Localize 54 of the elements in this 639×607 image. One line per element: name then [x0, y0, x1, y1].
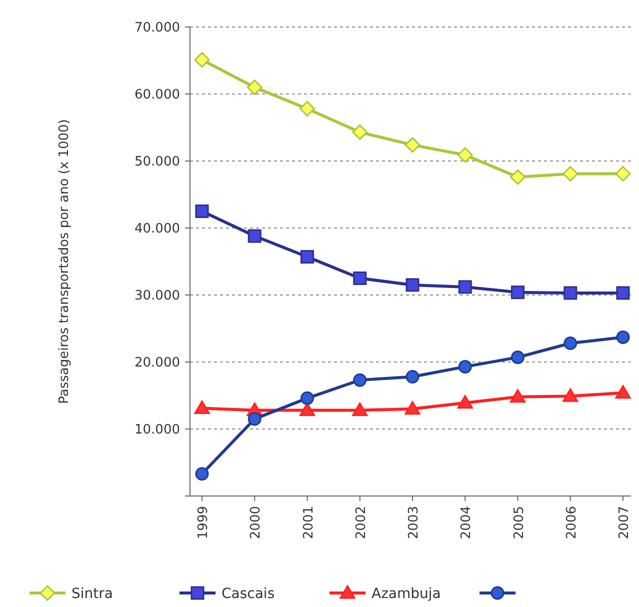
point	[616, 286, 630, 300]
x-tick-label: 2003	[406, 506, 422, 540]
x-tick-label: 2000	[248, 506, 264, 540]
point	[562, 388, 578, 402]
point	[615, 385, 631, 399]
x-tick-label: 2005	[512, 506, 527, 540]
y-axis-title: Passageiros transportados por ano (x 1000)	[57, 119, 72, 404]
y-tick-label: 40.000	[134, 222, 180, 237]
legend-label: Sintra	[72, 586, 113, 602]
point	[616, 330, 630, 344]
y-tick-label: 60.000	[134, 88, 180, 103]
legend-label: Azambuja	[372, 586, 441, 602]
point	[352, 124, 368, 140]
point	[248, 412, 262, 426]
point	[300, 391, 314, 405]
point	[457, 147, 473, 163]
point	[458, 280, 472, 294]
point	[615, 166, 631, 182]
x-tick-label: 2006	[564, 506, 580, 540]
point	[404, 137, 420, 153]
point	[353, 272, 367, 285]
point	[195, 467, 209, 481]
x-tick-label: 2001	[301, 506, 316, 540]
point	[458, 360, 472, 374]
y-tick-label: 20.000	[134, 356, 180, 371]
point	[564, 286, 578, 300]
x-tick-label: 2002	[354, 506, 369, 540]
point	[195, 204, 209, 218]
legend-label: Cascais	[222, 586, 275, 602]
point	[353, 373, 367, 387]
point	[300, 100, 315, 116]
point	[352, 402, 368, 416]
point	[194, 52, 210, 68]
point	[406, 370, 420, 384]
x-tick-label: 2004	[459, 506, 474, 540]
y-tick-label: 10.000	[134, 422, 180, 438]
point	[562, 166, 578, 182]
point	[564, 336, 578, 350]
point	[404, 401, 420, 415]
x-tick-label: 2007	[617, 506, 632, 540]
point	[511, 350, 524, 364]
y-tick-label: 70.000	[134, 20, 180, 36]
point	[510, 169, 526, 185]
point	[194, 400, 210, 414]
point	[406, 278, 420, 292]
point	[457, 395, 473, 409]
x-tick-label: 1999	[196, 506, 211, 540]
point	[300, 250, 314, 264]
point	[511, 286, 524, 300]
point	[246, 80, 262, 96]
point	[510, 389, 526, 403]
point	[248, 229, 262, 243]
y-tick-label: 30.000	[134, 288, 180, 304]
y-tick-label: 50.000	[134, 154, 180, 170]
